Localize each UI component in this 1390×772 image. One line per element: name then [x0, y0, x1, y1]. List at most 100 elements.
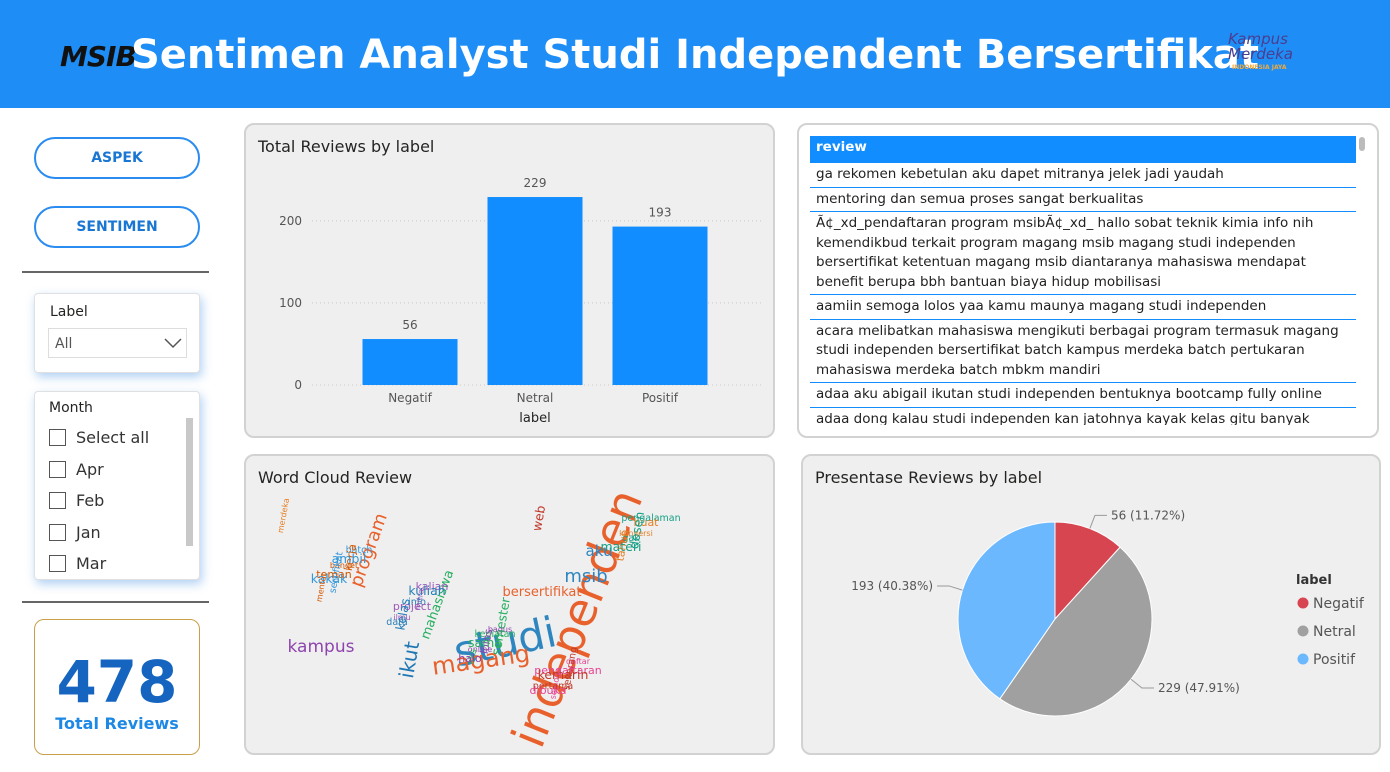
label-dropdown[interactable]: All — [48, 328, 187, 358]
month-option[interactable]: Mar — [49, 548, 189, 580]
checkbox — [49, 555, 66, 573]
logo-msib: MSIB — [60, 40, 137, 73]
leader-line — [1089, 514, 1107, 529]
data-label: 193 — [649, 206, 672, 220]
scrollbar — [186, 418, 193, 546]
word: msib — [564, 566, 607, 587]
word: kegiatan — [474, 629, 515, 640]
table-row: adaa aku abigail ikutan studi independen… — [810, 383, 1356, 408]
checkbox — [49, 460, 66, 478]
word: pengalaman — [621, 513, 680, 524]
data-label: 56 — [402, 318, 417, 332]
x-tick-label: Negatif — [388, 391, 432, 405]
word: gak — [622, 533, 640, 544]
dropdown-arrow — [164, 338, 182, 349]
word: aku — [586, 542, 613, 560]
y-axis-label: Total Reviews — [246, 216, 250, 305]
month-slicer: Month Select all Apr Feb Jan Mar — [34, 391, 200, 580]
word: bersertifikat — [503, 585, 582, 600]
word: kalian — [416, 580, 449, 593]
review-table: review ga rekomen kebetulan aku dapet mi… — [810, 136, 1356, 425]
kpi-label: Total Reviews — [55, 714, 179, 733]
legend-title: label — [1296, 573, 1332, 588]
bar-chart: 0 100 200 Total Reviews label 56 Negatif 229 Net… — [246, 176, 762, 426]
word: kampus — [288, 637, 355, 657]
bar — [612, 226, 708, 385]
month-option[interactable]: Jan — [49, 517, 189, 549]
kpi-value: 478 — [56, 648, 178, 716]
bar — [487, 197, 583, 385]
word: sks — [466, 648, 480, 665]
month-option[interactable]: Apr — [49, 454, 189, 486]
checkbox — [49, 523, 66, 541]
pie-slice — [1054, 521, 1121, 621]
option-label: Mar — [76, 554, 107, 574]
month-option[interactable]: Feb — [49, 485, 189, 517]
word: pendaftaran — [534, 664, 601, 677]
word: tahun — [613, 528, 631, 562]
word: merdeka — [276, 497, 291, 533]
bar-panel: Total Reviews by label 0 100 200 Total Revi… — [244, 123, 775, 438]
legend-label: Positif — [1313, 652, 1356, 668]
word: mitra — [413, 588, 426, 611]
data-label: 229 (47.91%) — [1158, 681, 1240, 695]
checkbox — [49, 492, 66, 510]
sentimen-button[interactable]: SENTIMEN — [34, 206, 200, 248]
table-body: ga rekomen kebetulan aku dapet mitranya … — [810, 163, 1356, 425]
bar — [362, 339, 458, 385]
month-option[interactable]: Select all — [49, 422, 189, 454]
pie-panel: Presentase Reviews by label 56 (11.72%) 2… — [801, 454, 1381, 755]
word: project — [393, 600, 432, 613]
chart-title: Word Cloud Review — [258, 468, 413, 487]
x-tick-label: Netral — [517, 391, 554, 405]
table-row: aamiin semoga lolos yaa kamu maunya maga… — [810, 295, 1356, 320]
word: batch — [346, 545, 373, 556]
word: daftar — [566, 657, 591, 666]
word: ikut — [394, 639, 424, 680]
divider — [22, 271, 209, 273]
option-label: Apr — [76, 459, 104, 479]
table-header: review — [810, 136, 1356, 163]
slicer-title: Month — [49, 400, 93, 416]
month-options: Select all Apr Feb Jan Mar — [49, 422, 189, 580]
word: konversi — [619, 529, 653, 538]
data-label: 56 (11.72%) — [1111, 508, 1185, 522]
logo-kampus-merdeka: Kampus Merdeka — [1228, 30, 1293, 63]
wordcloud-panel: Word Cloud Review independen studi magang p… — [244, 454, 775, 755]
chart-title: Total Reviews by label — [258, 137, 435, 156]
pie-chart: 56 (11.72%) 229 (47.91%) 193 (40.38%) label… — [851, 508, 1365, 717]
divider — [22, 601, 209, 603]
legend-label: Negatif — [1313, 596, 1365, 612]
leader-line — [1130, 678, 1154, 689]
table-row: adaa dong kalau studi independen kan jat… — [810, 408, 1356, 426]
leader-line — [937, 585, 963, 591]
word: web — [529, 504, 548, 532]
scrollbar — [1359, 137, 1365, 151]
data-label: 193 (40.38%) — [851, 579, 933, 593]
aspek-button[interactable]: ASPEK — [34, 137, 200, 179]
legend-marker — [1297, 625, 1309, 637]
slicer-title: Label — [50, 304, 88, 320]
word: banget — [330, 561, 358, 570]
word: materi — [600, 539, 641, 554]
option-label: Select all — [76, 428, 150, 448]
table-row: mentoring dan semua proses sangat berkua… — [810, 188, 1356, 212]
chart-title: Presentase Reviews by label — [815, 468, 1043, 487]
word: kemarin — [538, 667, 589, 682]
word: ilmu — [393, 613, 410, 622]
legend-label: Netral — [1313, 624, 1356, 640]
option-label: Jan — [76, 522, 101, 542]
y-tick-label: 100 — [279, 296, 302, 310]
word: kuliah — [408, 583, 445, 598]
y-tick-label: 200 — [279, 214, 302, 228]
word: data — [386, 617, 407, 628]
word: teman — [316, 568, 352, 581]
word: online — [468, 645, 492, 654]
header-title: Sentimen Analyst Studi Independent Berse… — [130, 32, 1260, 78]
word: buat — [633, 516, 659, 529]
word: pertama — [533, 681, 573, 692]
checkbox — [49, 429, 66, 447]
word: kerja — [342, 543, 360, 572]
